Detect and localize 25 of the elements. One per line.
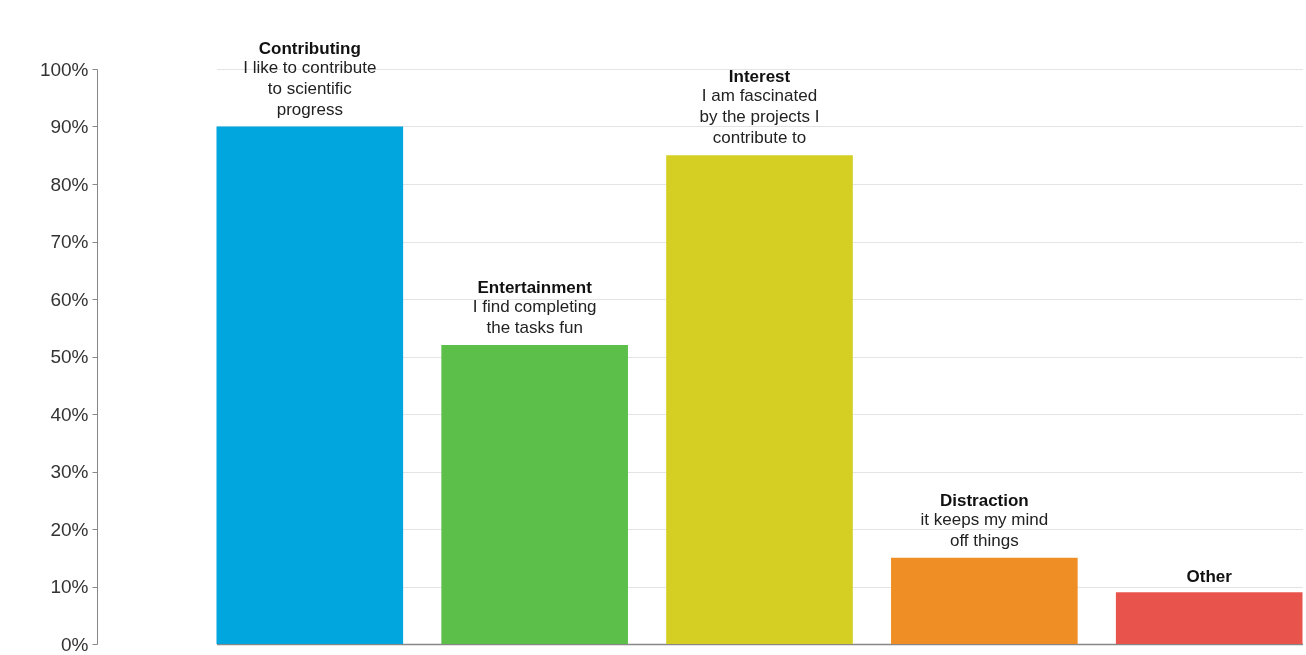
x-tick-label: Distraction <box>939 490 1029 510</box>
y-tick-label: 60% <box>50 288 89 310</box>
y-tick-label: 20% <box>50 518 89 540</box>
bar <box>666 155 853 644</box>
bar <box>216 126 404 644</box>
y-tick-label: 0% <box>61 633 89 655</box>
annotation: I am fascinated by the projects I contribute to <box>699 86 820 148</box>
annotation: it keeps my mind off things <box>920 509 1049 550</box>
y-tick-label: 100% <box>39 58 89 80</box>
y-tick-label: 50% <box>50 346 89 367</box>
y-tick-label: 30% <box>50 461 89 482</box>
y-tick-label: 10% <box>50 576 89 597</box>
y-tick-label: 70% <box>50 231 89 252</box>
y-tick-label: 40% <box>50 403 89 425</box>
bar <box>441 345 628 644</box>
x-tick-label: Other <box>1186 567 1233 587</box>
annotation: I find completing the tasks fun <box>472 297 597 337</box>
x-tick-label: Entertainment <box>477 278 593 297</box>
y-tick-label: 80% <box>50 173 89 195</box>
bar <box>891 557 1078 644</box>
annotation: I like to contribute to scientific progress <box>243 57 377 119</box>
bar <box>1115 592 1303 644</box>
x-tick-label: Interest <box>728 67 791 87</box>
x-tick-label: Contributing <box>258 38 361 58</box>
y-tick-label: 90% <box>50 116 89 137</box>
